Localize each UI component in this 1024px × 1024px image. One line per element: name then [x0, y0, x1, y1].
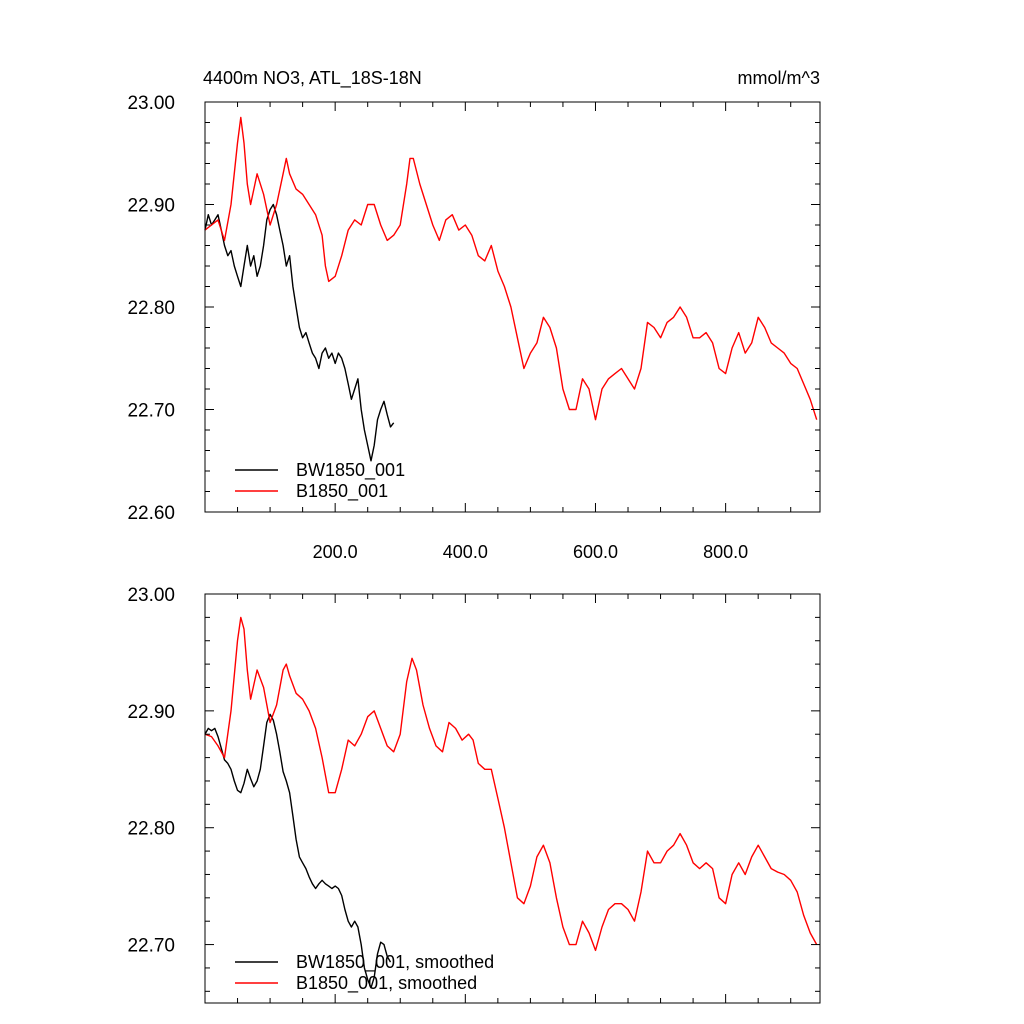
top-plot-frame	[204, 101, 821, 513]
bottom-legend: BW1850_001, smoothed B1850_001, smoothed	[235, 952, 494, 994]
top-series-layer	[204, 116, 818, 462]
top-y-tick-label-2270: 22.70	[127, 401, 175, 422]
bottom-plot-frame	[204, 593, 821, 1004]
bottom-y-tick-label-2270: 22.70	[127, 936, 175, 957]
top-series-line-0	[204, 203, 395, 462]
bottom-series-layer	[204, 616, 818, 989]
bottom-ticks-layer: 22.70 22.80 22.90 23.00	[127, 585, 820, 1003]
top-x-tick-label-400: 400.0	[443, 542, 488, 562]
top-x-tick-label-800: 800.0	[703, 542, 748, 562]
bottom-y-tick-label-2300: 23.00	[127, 585, 175, 606]
units-label: mmol/m^3	[738, 68, 820, 88]
bottom-series-line-0	[204, 713, 392, 989]
top-y-tick-label-2260: 22.60	[127, 503, 175, 524]
legend-label-b1850: B1850_001	[296, 481, 388, 502]
bottom-y-tick-label-2280: 22.80	[127, 819, 175, 840]
bottom-y-tick-label-2290: 22.90	[127, 702, 175, 723]
chart-title: 4400m NO3, ATL_18S-18N	[203, 68, 422, 89]
top-y-tick-label-2290: 22.90	[127, 196, 175, 217]
top-x-tick-label-600: 600.0	[573, 542, 618, 562]
bottom-plot: 22.70 22.80 22.90 23.00 BW1850_001, smoothe…	[127, 585, 821, 1004]
top-legend: BW1850_001 B1850_001	[235, 460, 405, 502]
top-plot: 200.0 400.0 600.0 800.0 22.60 22.70 22.80 22.90…	[127, 93, 821, 562]
top-y-tick-label-2280: 22.80	[127, 298, 175, 319]
legend-label-bw1850: BW1850_001	[296, 460, 405, 481]
top-y-tick-label-2300: 23.00	[127, 93, 175, 114]
bottom-series-line-1	[204, 616, 818, 952]
top-x-tick-label-200: 200.0	[313, 542, 358, 562]
legend-label-b1850-smoothed: B1850_001, smoothed	[296, 973, 477, 994]
legend-label-bw1850-smoothed: BW1850_001, smoothed	[296, 952, 494, 973]
top-ticks-layer: 200.0 400.0 600.0 800.0 22.60 22.70 22.80 22.90…	[127, 93, 820, 562]
top-series-line-1	[204, 116, 818, 421]
